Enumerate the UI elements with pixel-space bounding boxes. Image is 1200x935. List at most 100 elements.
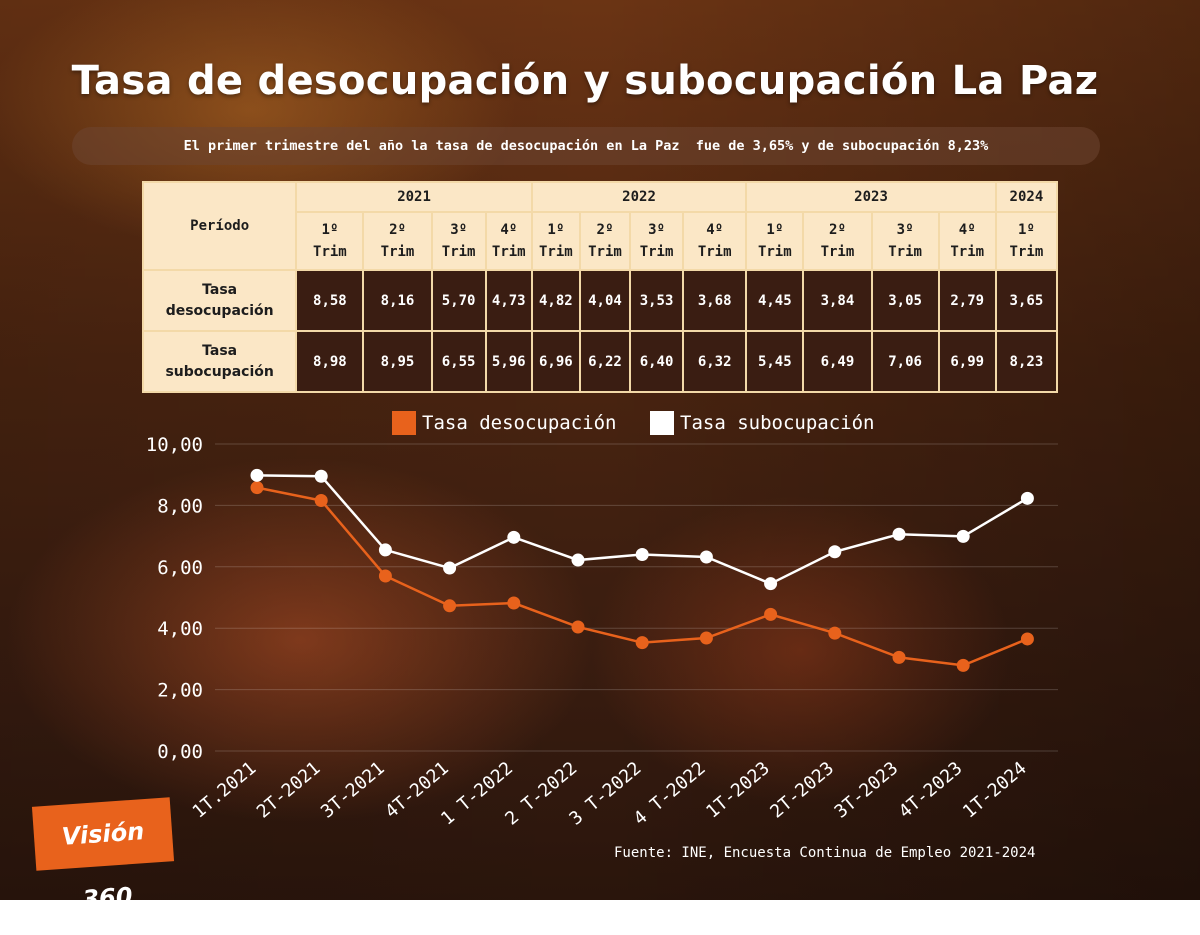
quarter-word: Trim [588, 244, 622, 260]
row-label-line: desocupación [165, 302, 274, 319]
quarter-number: 3º [896, 222, 914, 238]
quarter-number: 1º [321, 222, 339, 238]
desocupacion-value: 3,84 [802, 269, 873, 332]
x-tick-label: 2T-2021 [253, 758, 325, 823]
quarter-number: 2º [596, 222, 614, 238]
data-point [764, 577, 778, 591]
quarter-number: 1º [547, 222, 565, 238]
quarter-header: 2º Trim [578, 211, 632, 271]
subocupacion-value: 7,06 [870, 330, 940, 393]
quarter-number: 3º [450, 222, 468, 238]
data-point [828, 626, 842, 640]
subtitle-banner: El primer trimestre del año la tasa de d… [72, 127, 1100, 165]
quarter-word: Trim [697, 244, 732, 260]
subocupacion-value: 8,98 [295, 330, 365, 393]
quarter-header: 1º Trim [295, 211, 365, 271]
desocupacion-value: 3,65 [994, 269, 1059, 332]
quarter-word: Trim [820, 244, 855, 260]
desocupacion-value: 3,68 [682, 269, 748, 332]
subocupacion-value: 8,95 [362, 330, 433, 393]
subocupacion-value: 6,22 [578, 330, 632, 393]
desocupacion-value: 4,04 [578, 269, 632, 332]
period-header: Período [141, 181, 298, 271]
data-point [571, 620, 585, 634]
year-header: 2022 [530, 181, 748, 213]
desocupacion-value: 4,45 [745, 269, 805, 332]
quarter-header: 2º Trim [362, 211, 433, 271]
brand-logo: Visión 360 [31, 797, 175, 914]
quarter-header: 2º Trim [802, 211, 873, 271]
quarter-word: Trim [950, 244, 985, 260]
x-tick-label: 2T-2023 [766, 758, 838, 823]
y-tick-label: 0,00 [157, 741, 203, 763]
data-point [250, 481, 264, 495]
quarter-header: 1º Trim [530, 211, 581, 271]
quarter-word: Trim [757, 244, 792, 260]
quarter-word: Trim [441, 244, 476, 260]
quarter-header: 3º Trim [628, 211, 685, 271]
year-header: 2021 [295, 181, 533, 213]
series-line [256, 474, 1029, 586]
quarter-number: 1º [766, 222, 784, 238]
desocupacion-value: 4,82 [530, 269, 581, 332]
quarter-header: 4º Trim [937, 211, 997, 271]
data-point [378, 543, 392, 557]
row-label-line: Tasa [202, 281, 238, 298]
source-note: Fuente: INE, Encuesta Continua de Empleo… [614, 845, 1036, 861]
quarter-word: Trim [1009, 244, 1044, 260]
desocupacion-value: 3,53 [628, 269, 685, 332]
quarter-number: 1º [1017, 222, 1035, 238]
desocupacion-value: 8,58 [295, 269, 365, 332]
data-point [635, 548, 649, 562]
quarter-header: 4º Trim [682, 211, 748, 271]
x-tick-label: 4 T-2022 [630, 758, 710, 830]
data-point [378, 569, 392, 583]
subocupacion-value: 5,45 [745, 330, 805, 393]
data-point [1020, 491, 1034, 505]
desocupacion-value: 2,79 [937, 269, 997, 332]
page-title: Tasa de desocupación y subocupación La P… [71, 58, 1099, 104]
data-point [699, 550, 713, 564]
quarter-number: 3º [648, 222, 665, 238]
line-chart: 0,002,004,006,008,0010,001T.20212T-20213… [146, 411, 1034, 830]
row-label-desocupacion: Tasa desocupación [141, 269, 298, 332]
year-header: 2024 [994, 181, 1059, 213]
y-tick-label: 8,00 [157, 495, 203, 517]
data-point [314, 493, 328, 507]
quarter-word: Trim [888, 244, 922, 260]
quarter-word: Trim [491, 244, 526, 260]
x-tick-label: 1T-2023 [702, 758, 774, 823]
quarter-word: Trim [313, 244, 347, 260]
data-point [764, 607, 778, 621]
x-tick-label: 1T-2024 [959, 758, 1031, 823]
legend-label: Tasa desocupación [422, 412, 616, 434]
data-point [507, 530, 521, 544]
row-label-line: Tasa [202, 342, 238, 359]
quarter-header: 3º Trim [430, 211, 487, 271]
data-point [314, 469, 328, 483]
y-tick-label: 6,00 [157, 557, 203, 579]
subocupacion-value: 8,23 [994, 330, 1059, 393]
y-tick-label: 10,00 [146, 434, 203, 456]
legend-label: Tasa subocupación [680, 412, 874, 434]
quarter-header: 4º Trim [484, 211, 533, 271]
data-point [571, 553, 585, 567]
desocupacion-value: 5,70 [430, 269, 487, 332]
row-label-line: subocupación [165, 363, 274, 380]
quarter-header: 3º Trim [870, 211, 940, 271]
data-point [956, 658, 970, 672]
subocupacion-value: 6,99 [937, 330, 997, 393]
legend-swatch [650, 411, 674, 435]
data-table: Período 2021 2022 2023 2024 1º Trim 2º Trim… [141, 181, 1059, 393]
data-point [443, 561, 457, 575]
data-point [828, 545, 842, 559]
quarter-word: Trim [380, 244, 415, 260]
legend-swatch [392, 411, 416, 435]
y-tick-label: 4,00 [157, 618, 203, 640]
data-point [892, 650, 906, 664]
desocupacion-value: 8,16 [362, 269, 433, 332]
y-tick-label: 2,00 [157, 680, 203, 702]
desocupacion-value: 4,73 [484, 269, 533, 332]
data-point [956, 529, 970, 543]
data-point [1020, 632, 1034, 646]
